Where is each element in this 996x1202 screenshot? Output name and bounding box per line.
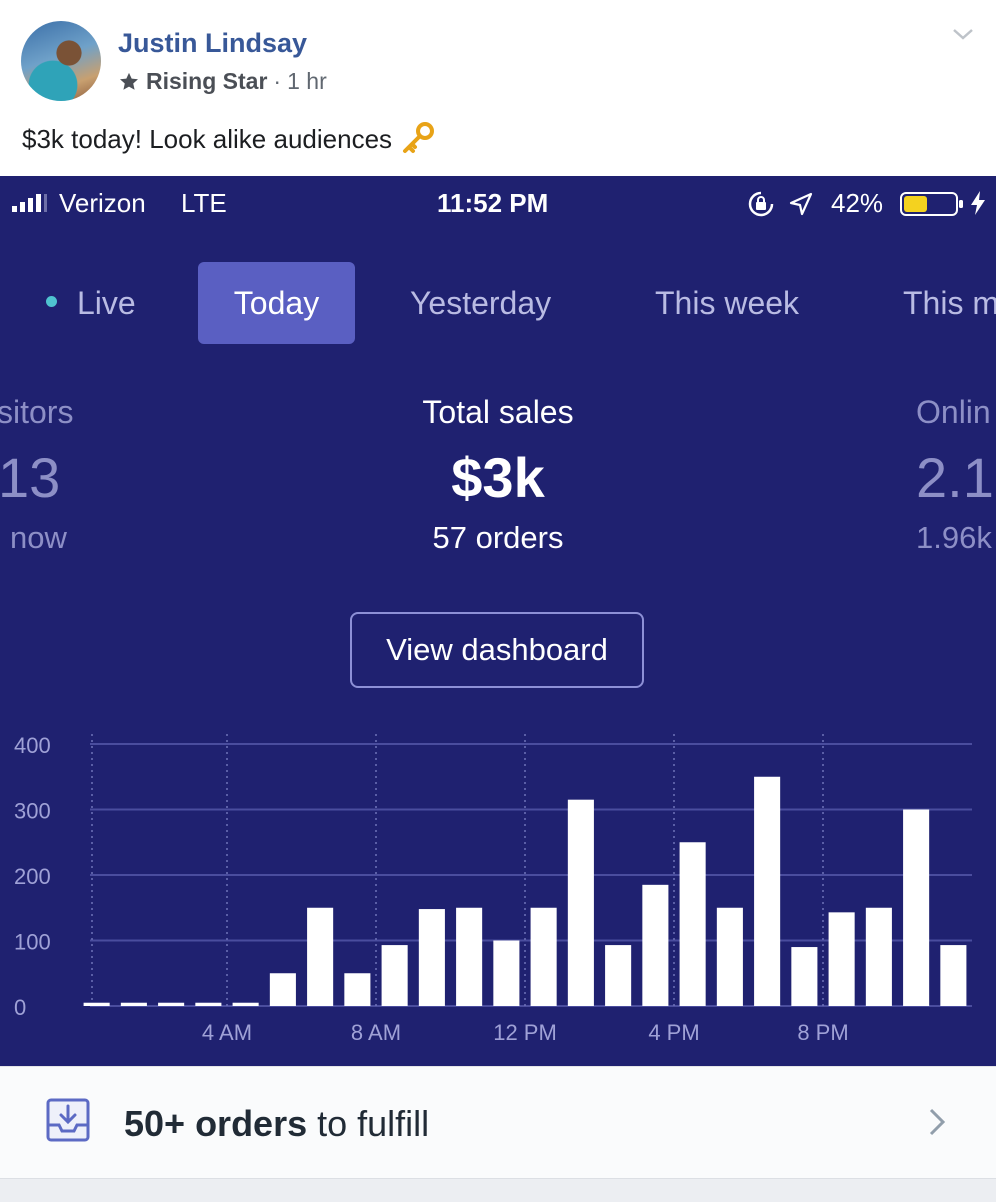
battery-icon [900, 192, 963, 216]
fulfill-orders-row[interactable]: 50+ orders to fulfill [0, 1066, 996, 1178]
inbox-download-icon [46, 1098, 90, 1142]
star-icon [120, 72, 138, 90]
y-tick-label: 100 [14, 930, 51, 955]
chart-bar [828, 912, 855, 1006]
y-tick-label: 0 [14, 995, 26, 1020]
tab-this-month[interactable]: This m [903, 285, 996, 321]
metric-sales-orders: 57 orders [432, 520, 564, 555]
metric-visitors-label: sitors [0, 394, 74, 430]
metric-online-label: Onlin [916, 394, 991, 430]
bottom-divider [0, 1178, 996, 1202]
chart-bar [865, 907, 892, 1006]
chart-bar [679, 842, 706, 1006]
badge-row: Rising Star · 1 hr [118, 68, 327, 95]
carrier: Verizon [59, 188, 146, 218]
post-body: $3k today! Look alike audiences [22, 123, 393, 154]
x-tick-label: 8 AM [351, 1020, 401, 1045]
chart-bar [418, 909, 445, 1006]
chevron-down-icon[interactable] [949, 24, 977, 44]
tab-this-week[interactable]: This week [655, 285, 800, 321]
post-text: $3k today! Look alike audiences [22, 121, 436, 157]
metric-visitors-value: 13 [0, 446, 61, 509]
phone-screenshot: Verizon LTE 11:52 PM 42% Live Today Yest… [0, 176, 996, 1066]
view-dashboard-button[interactable]: View dashboard [350, 612, 644, 688]
author-name[interactable]: Justin Lindsay [118, 28, 308, 58]
chart-bar [344, 973, 371, 1006]
metric-visitors-sub: now [10, 520, 67, 555]
network-type: LTE [181, 188, 227, 218]
tab-yesterday[interactable]: Yesterday [410, 285, 552, 321]
key-icon [403, 122, 435, 153]
fulfill-count: 50+ orders [124, 1103, 308, 1144]
y-tick-label: 200 [14, 864, 51, 889]
chart-bar [195, 1002, 222, 1006]
y-tick-label: 300 [14, 799, 51, 824]
lock-rotation-icon [748, 191, 774, 217]
x-tick-label: 8 PM [797, 1020, 848, 1045]
chart-bar [493, 940, 520, 1006]
chart-bar [754, 776, 781, 1006]
chart-bar [530, 907, 557, 1006]
metric-sales-label: Total sales [422, 394, 574, 430]
post-time[interactable]: 1 hr [287, 68, 327, 94]
fulfill-rest: to fulfill [307, 1103, 430, 1144]
metric-online-value: 2.1 [916, 446, 994, 509]
chart-bar [567, 799, 594, 1006]
chevron-right-icon [929, 1108, 946, 1136]
chart-bar [456, 907, 483, 1006]
chart-bar [158, 1002, 185, 1006]
chart-bar [120, 1002, 147, 1006]
signal-icon [12, 194, 47, 212]
metric-online-sub: 1.96k [916, 520, 992, 555]
chart-bar [903, 809, 930, 1006]
status-time: 11:52 PM [437, 188, 549, 218]
post-header: Justin Lindsay Rising Star · 1 hr $3k to… [0, 0, 996, 176]
fulfill-text: 50+ orders to fulfill [124, 1103, 429, 1145]
metric-total-sales[interactable]: Total sales $3k 57 orders [346, 394, 650, 556]
metric-sales-value: $3k [451, 446, 545, 509]
charging-bolt-icon [971, 191, 985, 215]
tab-live-label: Live [77, 285, 136, 321]
y-tick-label: 400 [14, 733, 51, 758]
time-range-tabs: Live Today Yesterday This week This m [0, 262, 996, 344]
separator-dot: · [273, 68, 282, 94]
chart-bar [791, 947, 818, 1006]
metric-online[interactable]: Onlin 2.1 1.96k [916, 394, 996, 556]
badge-label[interactable]: Rising Star [146, 68, 268, 94]
chart-bar [232, 1002, 259, 1006]
metric-visitors[interactable]: sitors 13 now [0, 394, 120, 556]
x-tick-label: 4 PM [648, 1020, 699, 1045]
chart-bar [642, 884, 669, 1006]
avatar[interactable] [21, 21, 101, 101]
x-tick-label: 12 PM [493, 1020, 557, 1045]
x-tick-label: 4 AM [202, 1020, 252, 1045]
chart-bar [940, 945, 967, 1006]
live-indicator-icon [46, 296, 57, 308]
chart-bar [307, 907, 334, 1006]
tab-today[interactable]: Today [198, 262, 355, 344]
chart-bar [83, 1002, 110, 1006]
location-icon [789, 192, 813, 216]
battery-percent: 42% [831, 188, 884, 218]
tab-live[interactable]: Live [46, 262, 136, 344]
chart-bar [381, 945, 408, 1006]
status-bar: Verizon LTE 11:52 PM 42% [0, 176, 996, 230]
chart-bar [716, 907, 743, 1006]
chart-bar [269, 973, 296, 1006]
chart-bar [605, 945, 632, 1006]
sales-bar-chart: 0 100 200 300 400 4 AM 8 AM 12 PM 4 PM 8 PM [14, 733, 972, 1045]
